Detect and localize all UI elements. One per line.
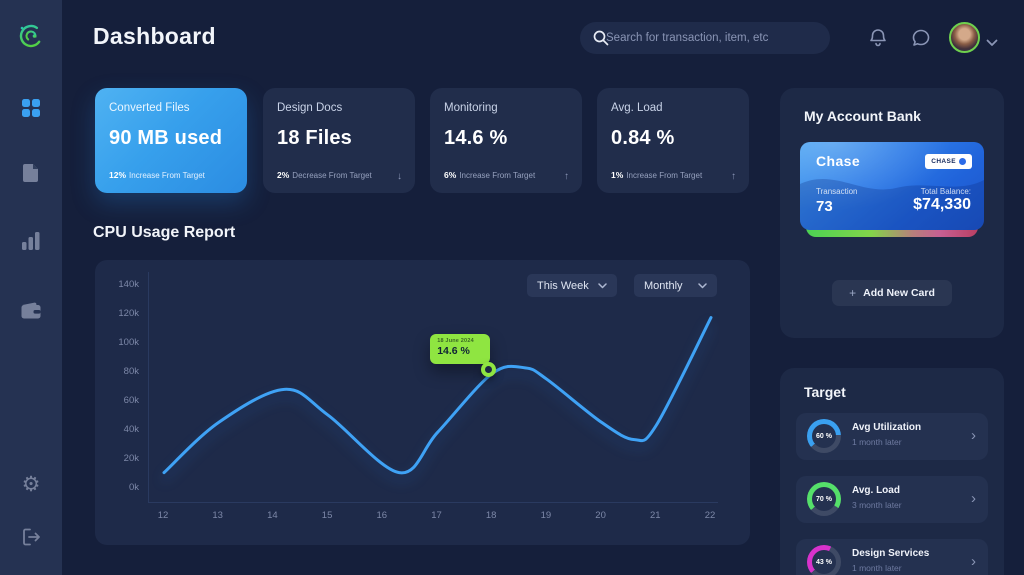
interval-dropdown-value: Monthly: [644, 279, 683, 292]
target-panel: Target 60 % Avg Utilization 1 month late…: [780, 368, 1004, 575]
cpu-usage-chart-card: This Week Monthly 140k 120k 100k 80k 60k 40k 2…: [95, 260, 750, 545]
stat-label: Converted Files: [109, 102, 190, 114]
target-row-avg-utilization[interactable]: 60 % Avg Utilization 1 month later ›: [796, 413, 988, 460]
add-new-card-button[interactable]: + Add New Card: [832, 280, 952, 306]
stat-card-avg-load[interactable]: Avg. Load 0.84 % 1% Increase From Target …: [597, 88, 749, 193]
target-panel-title: Target: [804, 384, 846, 400]
chart-tooltip: 18 June 2024 14.6 %: [430, 333, 491, 364]
stat-label: Avg. Load: [611, 102, 663, 114]
target-sub: 3 month later: [852, 500, 902, 510]
target-row-avg-load[interactable]: 70 % Avg. Load 3 month later ›: [796, 476, 988, 523]
chevron-down-icon: [598, 282, 607, 288]
notifications-button[interactable]: [868, 28, 888, 48]
sidebar-item-documents[interactable]: [19, 161, 43, 185]
stat-delta: 6% Increase From Target: [444, 170, 536, 180]
account-bank-panel: My Account Bank Chase CHASE Transaction …: [780, 88, 1004, 338]
bank-name: Chase: [816, 153, 861, 169]
tooltip-value: 14.6 %: [437, 344, 470, 357]
search-icon: [593, 30, 609, 46]
chevron-right-icon: ›: [971, 490, 976, 507]
stat-value: 18 Files: [277, 127, 352, 149]
stat-value: 90 MB used: [109, 127, 223, 149]
stat-card-converted-files[interactable]: Converted Files 90 MB used 12% Increase F…: [95, 88, 247, 193]
sidebar-item-wallet[interactable]: [19, 298, 43, 322]
account-panel-title: My Account Bank: [804, 108, 921, 124]
range-dropdown[interactable]: This Week: [527, 274, 617, 297]
search-input[interactable]: [606, 32, 818, 44]
chevron-down-icon: [698, 282, 707, 288]
target-sub: 1 month later: [852, 437, 902, 447]
stat-delta: 1% Increase From Target: [611, 170, 703, 180]
chevron-down-icon: [986, 39, 998, 46]
chat-bubble-icon: [912, 29, 930, 46]
balance-label: Total Balance:: [920, 187, 971, 196]
target-label: Avg Utilization: [852, 422, 922, 433]
stat-label: Design Docs: [277, 102, 343, 114]
range-dropdown-value: This Week: [537, 279, 589, 292]
trend-up-icon: ↑: [564, 171, 569, 182]
search-bar[interactable]: [580, 22, 830, 54]
bank-card: Chase CHASE Transaction 73 Total Balance…: [800, 142, 984, 237]
stat-card-monitoring[interactable]: Monitoring 14.6 % 6% Increase From Target…: [430, 88, 582, 193]
page-title: Dashboard: [93, 23, 216, 49]
chevron-right-icon: ›: [971, 427, 976, 444]
x-axis-ticks: 12 13 14 15 16 17 18 19 20 21 22: [157, 510, 716, 521]
transaction-value: 73: [816, 198, 833, 215]
documents-icon: [23, 164, 38, 182]
bank-brand-icon: [959, 158, 966, 165]
sidebar: ⚙: [0, 0, 62, 575]
wallet-icon: [21, 302, 41, 318]
plus-icon: +: [849, 286, 857, 300]
sidebar-item-analytics[interactable]: [19, 229, 43, 253]
bank-brand-badge: CHASE: [925, 154, 972, 169]
target-row-design-services[interactable]: 43 % Design Services 1 month later ›: [796, 539, 988, 575]
balance-value: $74,330: [913, 196, 971, 213]
progress-ring: 70 %: [807, 482, 841, 516]
target-sub: 1 month later: [852, 563, 902, 573]
stat-delta: 12% Increase From Target: [109, 170, 205, 180]
trend-down-icon: ↓: [397, 171, 402, 182]
target-label: Avg. Load: [852, 485, 900, 496]
line-chart-plot: 18 June 2024 14.6 %: [148, 272, 718, 503]
dashboard-grid-icon: [22, 99, 40, 117]
stat-label: Monitoring: [444, 102, 498, 114]
stat-card-design-docs[interactable]: Design Docs 18 Files 2% Decrease From Tar…: [263, 88, 415, 193]
add-new-card-label: Add New Card: [863, 287, 935, 299]
bell-icon: [870, 29, 886, 47]
sidebar-item-settings[interactable]: ⚙: [19, 472, 43, 496]
user-avatar[interactable]: [949, 22, 980, 53]
stat-value: 14.6 %: [444, 127, 508, 149]
logout-icon: [22, 528, 40, 546]
chevron-right-icon: ›: [971, 553, 976, 570]
profile-menu-button[interactable]: [986, 34, 998, 52]
messages-button[interactable]: [911, 28, 931, 48]
settings-gear-icon: ⚙: [21, 472, 41, 496]
stat-delta: 2% Decrease From Target: [277, 170, 372, 180]
trend-up-icon: ↑: [731, 171, 736, 182]
target-label: Design Services: [852, 548, 930, 559]
sidebar-item-logout[interactable]: [19, 525, 43, 549]
stat-value: 0.84 %: [611, 127, 675, 149]
progress-ring: 60 %: [807, 419, 841, 453]
brand-logo-icon[interactable]: [16, 20, 46, 50]
chart-section-title: CPU Usage Report: [93, 224, 236, 241]
transaction-label: Transaction: [816, 187, 858, 196]
progress-ring: 43 %: [807, 545, 841, 575]
sidebar-item-dashboard[interactable]: [19, 96, 43, 120]
analytics-bars-icon: [22, 232, 40, 250]
interval-dropdown[interactable]: Monthly: [634, 274, 717, 297]
tooltip-date: 18 June 2024: [437, 337, 474, 344]
y-axis-ticks: 140k 120k 100k 80k 60k 40k 20k 0k: [118, 279, 139, 493]
chart-point-marker: [480, 362, 496, 378]
